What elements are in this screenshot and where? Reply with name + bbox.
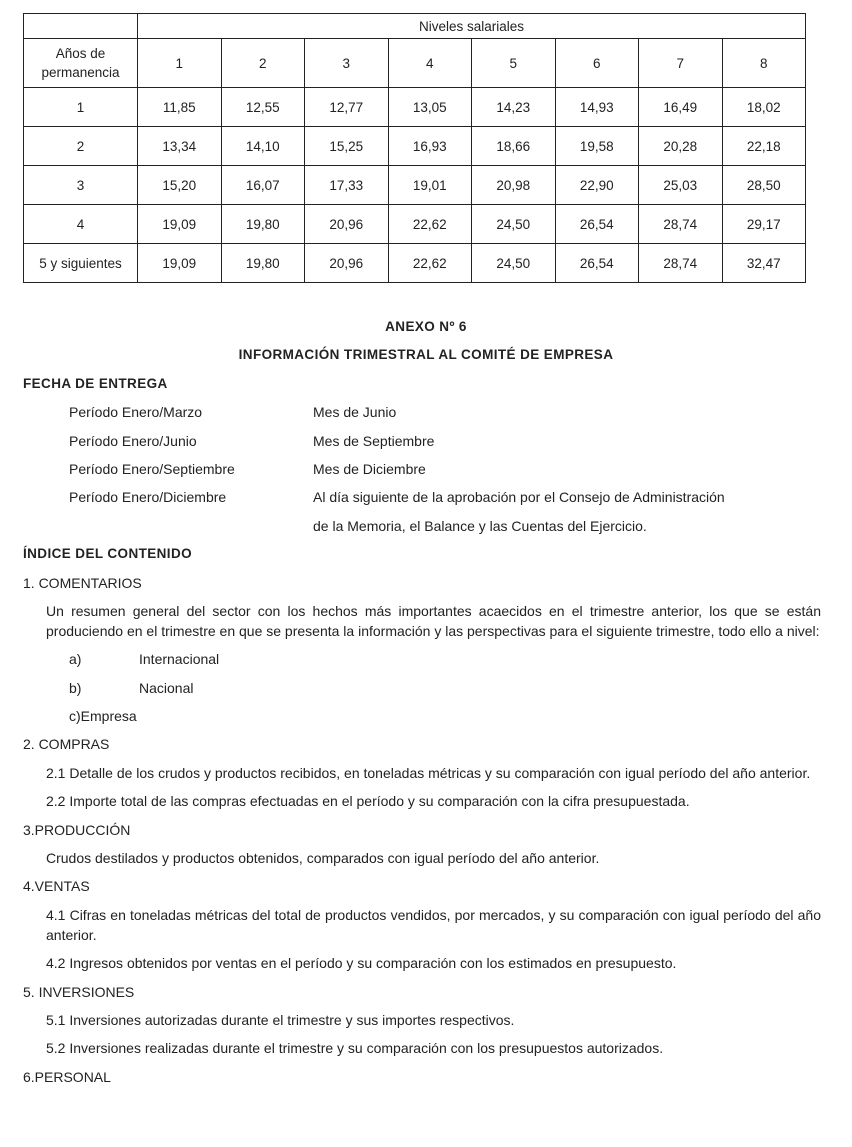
salary-cell: 12,77 bbox=[304, 87, 389, 127]
section-title: 3.PRODUCCIÓN bbox=[23, 821, 131, 838]
section-title: 5. INVERSIONES bbox=[23, 983, 135, 1000]
salary-cell: 14,10 bbox=[220, 126, 305, 166]
salary-cell: 19,58 bbox=[554, 126, 639, 166]
salary-cell: 19,09 bbox=[137, 204, 222, 244]
salary-cell: 16,07 bbox=[220, 165, 305, 205]
paragraph: Crudos destilados y productos obtenidos,… bbox=[46, 850, 600, 867]
delivery-date: Mes de Septiembre bbox=[313, 432, 435, 449]
salary-cell: 12,55 bbox=[220, 87, 305, 127]
paragraph: 5.2 Inversiones realizadas durante el tr… bbox=[46, 1040, 664, 1057]
salary-cell: 22,62 bbox=[387, 204, 472, 244]
salary-cell: 28,50 bbox=[721, 165, 806, 205]
row-label: 4 bbox=[23, 204, 138, 244]
level-header: 1 bbox=[137, 38, 222, 88]
salary-cell: 15,20 bbox=[137, 165, 222, 205]
table-row: 5 y siguientes 19,09 19,80 20,96 22,62 24,50 2… bbox=[23, 243, 806, 283]
annex-subtitle: INFORMACIÓN TRIMESTRAL AL COMITÉ DE EMPR… bbox=[238, 347, 614, 363]
salary-cell: 24,50 bbox=[471, 204, 556, 244]
salary-cell: 13,34 bbox=[137, 126, 222, 166]
table-row: 4 19,09 19,80 20,96 22,62 24,50 26,54 28,74 29,1… bbox=[23, 204, 806, 244]
paragraph: 2.1 Detalle de los crudos y productos re… bbox=[46, 764, 811, 781]
paragraph: 4.1 Cifras en toneladas métricas del tot… bbox=[46, 906, 821, 943]
list-item: a) Internacional bbox=[69, 651, 220, 668]
salary-cell: 20,96 bbox=[304, 204, 389, 244]
delivery-date: Mes de Diciembre bbox=[313, 460, 426, 477]
super-header: Niveles salariales bbox=[137, 13, 806, 39]
salary-cell: 25,03 bbox=[638, 165, 723, 205]
corner-cell bbox=[23, 13, 138, 39]
period-row: de la Memoria, el Balance y las Cuentas … bbox=[0, 516, 852, 536]
indice-heading: ÍNDICE DEL CONTENIDO bbox=[23, 546, 193, 562]
period-label: Período Enero/Marzo bbox=[69, 404, 203, 421]
section-title: 1. COMENTARIOS bbox=[23, 574, 142, 591]
salary-cell: 32,47 bbox=[721, 243, 806, 283]
row-header: Años de permanencia bbox=[23, 38, 138, 88]
salary-table: Niveles salariales Años de permanencia 1 2… bbox=[23, 13, 806, 283]
period-row: Período Enero/Junio Mes de Septiembre bbox=[0, 431, 852, 451]
salary-cell: 18,66 bbox=[471, 126, 556, 166]
salary-cell: 20,98 bbox=[471, 165, 556, 205]
list-item: b) Nacional bbox=[69, 679, 194, 696]
delivery-date: Al día siguiente de la aprobación por el… bbox=[313, 489, 725, 506]
delivery-date: Mes de Junio bbox=[313, 404, 397, 421]
salary-cell: 14,23 bbox=[471, 87, 556, 127]
paragraph: Un resumen general del sector con los he… bbox=[46, 602, 821, 639]
salary-cell: 20,28 bbox=[638, 126, 723, 166]
section-title: 6.PERSONAL bbox=[23, 1068, 111, 1085]
table-row: 2 13,34 14,10 15,25 16,93 18,66 19,58 20,28 22,1… bbox=[23, 126, 806, 166]
salary-cell: 13,05 bbox=[387, 87, 472, 127]
salary-cell: 18,02 bbox=[721, 87, 806, 127]
salary-cell: 14,93 bbox=[554, 87, 639, 127]
salary-cell: 15,25 bbox=[304, 126, 389, 166]
fecha-heading: FECHA DE ENTREGA bbox=[23, 375, 168, 391]
salary-cell: 26,54 bbox=[554, 243, 639, 283]
salary-cell: 26,54 bbox=[554, 204, 639, 244]
salary-cell: 22,90 bbox=[554, 165, 639, 205]
row-label: 2 bbox=[23, 126, 138, 166]
salary-cell: 24,50 bbox=[471, 243, 556, 283]
period-row: Período Enero/Septiembre Mes de Diciembre bbox=[0, 459, 852, 479]
salary-cell: 22,18 bbox=[721, 126, 806, 166]
period-label: Período Enero/Junio bbox=[69, 432, 197, 449]
section-title: 4.VENTAS bbox=[23, 878, 90, 895]
salary-cell: 16,93 bbox=[387, 126, 472, 166]
salary-cell: 19,80 bbox=[220, 243, 305, 283]
delivery-date: de la Memoria, el Balance y las Cuentas … bbox=[313, 517, 647, 534]
level-header: 4 bbox=[387, 38, 472, 88]
salary-cell: 22,62 bbox=[387, 243, 472, 283]
document-body: ANEXO Nº 6 INFORMACIÓN TRIMESTRAL AL COM… bbox=[0, 317, 852, 1095]
salary-cell: 20,96 bbox=[304, 243, 389, 283]
period-label: Período Enero/Diciembre bbox=[69, 489, 227, 506]
salary-cell: 17,33 bbox=[304, 165, 389, 205]
row-label: 1 bbox=[23, 87, 138, 127]
salary-cell: 28,74 bbox=[638, 243, 723, 283]
row-label: 3 bbox=[23, 165, 138, 205]
salary-cell: 19,80 bbox=[220, 204, 305, 244]
paragraph: 2.2 Importe total de las compras efectua… bbox=[46, 793, 690, 810]
paragraph: 5.1 Inversiones autorizadas durante el t… bbox=[46, 1011, 515, 1028]
salary-cell: 16,49 bbox=[638, 87, 723, 127]
paragraph: 4.2 Ingresos obtenidos por ventas en el … bbox=[46, 955, 677, 972]
section-title: 2. COMPRAS bbox=[23, 736, 110, 753]
period-label bbox=[69, 516, 313, 536]
level-header: 7 bbox=[638, 38, 723, 88]
table-row: 3 15,20 16,07 17,33 19,01 20,98 22,90 25,03 28,5… bbox=[23, 165, 806, 205]
table-row: 1 11,85 12,55 12,77 13,05 14,23 14,93 16,49 18,0… bbox=[23, 87, 806, 127]
salary-cell: 19,09 bbox=[137, 243, 222, 283]
level-header: 3 bbox=[304, 38, 389, 88]
salary-cell: 29,17 bbox=[721, 204, 806, 244]
level-header: 5 bbox=[471, 38, 556, 88]
period-row: Período Enero/Marzo Mes de Junio bbox=[0, 402, 852, 422]
row-label: 5 y siguientes bbox=[23, 243, 138, 283]
period-row: Período Enero/Diciembre Al día siguiente … bbox=[0, 487, 852, 507]
annex-title: ANEXO Nº 6 bbox=[385, 319, 467, 334]
level-header: 2 bbox=[220, 38, 305, 88]
period-label: Período Enero/Septiembre bbox=[69, 460, 235, 477]
level-header: 6 bbox=[554, 38, 639, 88]
salary-cell: 19,01 bbox=[387, 165, 472, 205]
salary-cell: 11,85 bbox=[137, 87, 222, 127]
level-header: 8 bbox=[721, 38, 806, 88]
list-item: c)Empresa bbox=[69, 708, 137, 725]
salary-cell: 28,74 bbox=[638, 204, 723, 244]
